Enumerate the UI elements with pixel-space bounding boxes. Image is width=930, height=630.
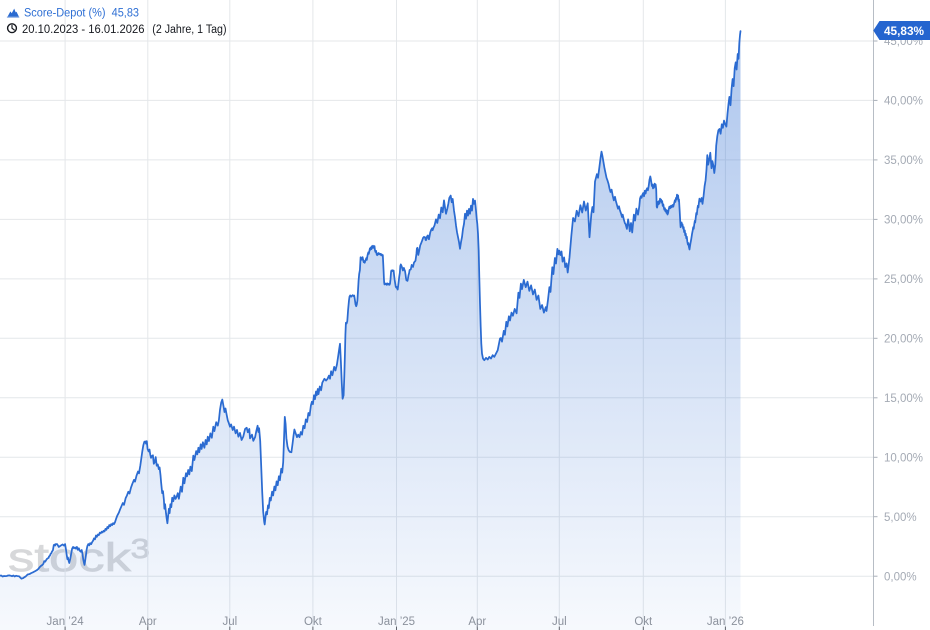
svg-text:30,00%: 30,00% — [884, 215, 923, 227]
svg-text:0,00%: 0,00% — [884, 571, 917, 583]
svg-text:(2 Jahre, 1 Tag): (2 Jahre, 1 Tag) — [152, 24, 226, 36]
svg-text:Apr: Apr — [139, 616, 157, 628]
svg-text:40,00%: 40,00% — [884, 96, 923, 108]
svg-text:Jul: Jul — [552, 616, 567, 628]
svg-text:Okt: Okt — [634, 616, 653, 628]
svg-text:5,00%: 5,00% — [884, 512, 917, 524]
svg-text:Jan ’25: Jan ’25 — [378, 616, 415, 628]
svg-text:Jan ’24: Jan ’24 — [47, 616, 85, 628]
svg-text:20,00%: 20,00% — [884, 334, 923, 346]
svg-text:20.10.2023 - 16.01.2026: 20.10.2023 - 16.01.2026 — [22, 24, 145, 36]
svg-text:35,00%: 35,00% — [884, 155, 923, 167]
svg-text:Jul: Jul — [222, 616, 237, 628]
svg-text:15,00%: 15,00% — [884, 393, 923, 405]
svg-text:25,00%: 25,00% — [884, 274, 923, 286]
svg-text:Apr: Apr — [468, 616, 486, 628]
svg-text:45,83%: 45,83% — [884, 24, 924, 38]
svg-text:Jan ’26: Jan ’26 — [707, 616, 744, 628]
svg-text:10,00%: 10,00% — [884, 453, 923, 465]
svg-text:Okt: Okt — [304, 616, 323, 628]
svg-text:Score-Depot (%) 45,83: Score-Depot (%) 45,83 — [24, 8, 139, 20]
